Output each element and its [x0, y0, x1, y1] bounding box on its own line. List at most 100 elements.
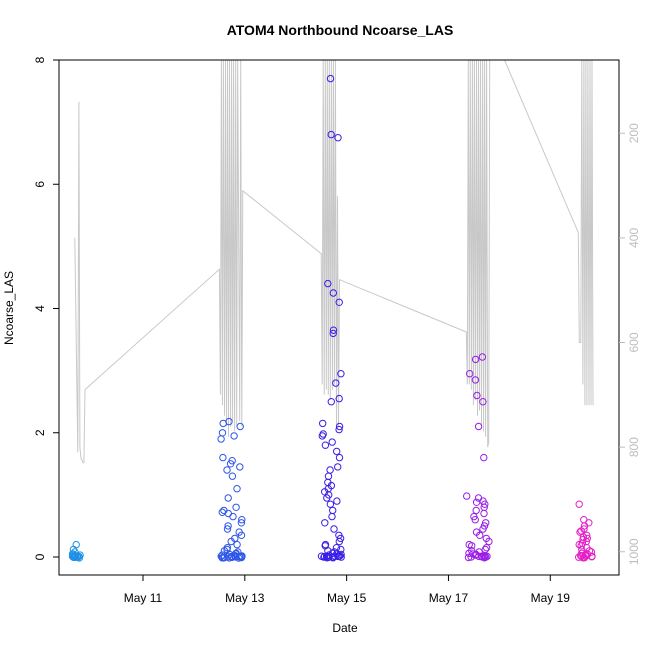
data-point	[227, 537, 235, 546]
data-point	[329, 289, 337, 297]
data-point	[588, 552, 596, 561]
secondary-series-line	[74, 59, 594, 464]
data-point	[464, 553, 473, 562]
data-point	[224, 522, 232, 530]
data-point	[324, 279, 332, 288]
data-point	[323, 554, 331, 562]
data-point	[468, 542, 476, 550]
data-point	[219, 419, 227, 428]
y-axis-label: Ncoarse_LAS	[2, 271, 16, 345]
secondary-y-axis: 200 400 600 800 1000	[619, 123, 641, 565]
data-point	[237, 519, 246, 527]
data-point	[481, 545, 489, 554]
x-tick-label: May 19	[531, 591, 571, 605]
data-point	[471, 355, 480, 364]
data-point	[235, 554, 243, 562]
y-tick-label: 0	[33, 553, 47, 560]
y2-tick-label: 1000	[627, 538, 641, 565]
data-point	[335, 422, 344, 431]
data-point	[329, 506, 337, 515]
data-point	[480, 453, 488, 462]
data-point	[337, 553, 345, 561]
data-point	[233, 485, 241, 493]
data-point	[217, 435, 225, 443]
data-point	[226, 460, 235, 468]
x-axis: May 11 May 13 May 15 May 17 May 19	[124, 575, 571, 605]
data-point	[580, 553, 588, 562]
data-point	[335, 453, 344, 462]
data-point	[332, 379, 340, 387]
data-point	[237, 553, 246, 562]
data-point	[230, 432, 238, 440]
data-point	[329, 326, 338, 334]
y-tick-label: 2	[33, 429, 47, 436]
data-point	[337, 370, 345, 378]
data-point	[319, 419, 327, 428]
data-point	[328, 438, 336, 446]
data-point	[576, 528, 584, 536]
data-point	[575, 553, 583, 561]
secondary-series-layer	[74, 59, 594, 464]
data-point	[333, 447, 341, 456]
data-point	[467, 553, 475, 561]
data-point	[229, 512, 237, 521]
data-point	[481, 500, 489, 508]
data-point	[73, 553, 82, 561]
y-axis: 0 2 4 6 8	[33, 56, 59, 560]
data-point	[326, 74, 335, 83]
data-point	[323, 494, 331, 502]
y2-tick-label: 800	[627, 437, 641, 457]
point-cluster-5	[575, 500, 596, 562]
data-point	[321, 441, 330, 449]
x-axis-label: Date	[332, 621, 358, 635]
data-point	[479, 398, 487, 406]
data-point	[335, 298, 343, 306]
data-point	[227, 553, 236, 561]
points-layer	[68, 74, 596, 562]
data-point	[236, 463, 244, 471]
data-point	[577, 552, 585, 560]
data-point	[318, 432, 326, 440]
x-tick-label: May 13	[225, 591, 265, 605]
data-point	[228, 472, 237, 480]
data-point	[471, 516, 479, 524]
data-point	[463, 492, 471, 500]
data-point	[223, 525, 232, 533]
data-point	[587, 548, 596, 556]
data-point	[577, 527, 585, 535]
data-point	[466, 370, 474, 378]
y-tick-label: 4	[33, 305, 47, 312]
data-point	[335, 394, 343, 403]
data-point	[474, 422, 483, 431]
data-point	[334, 552, 342, 561]
data-point	[585, 519, 593, 527]
data-point	[472, 498, 481, 506]
data-point	[219, 453, 227, 462]
data-point	[220, 506, 228, 515]
x-tick-label: May 11	[124, 591, 163, 605]
data-point	[75, 554, 84, 562]
data-point	[218, 429, 227, 437]
data-point	[324, 472, 333, 480]
data-point	[224, 509, 233, 518]
data-point	[326, 500, 335, 508]
point-cluster-4	[463, 353, 493, 562]
y2-tick-label: 200	[627, 123, 641, 143]
data-point	[237, 531, 246, 539]
data-point	[473, 391, 481, 400]
y-tick-label: 6	[33, 181, 47, 188]
data-point	[479, 525, 487, 533]
data-point	[321, 519, 329, 527]
data-point	[236, 422, 244, 431]
data-point	[326, 466, 334, 474]
data-point	[329, 329, 337, 338]
x-tick-label: May 17	[429, 591, 469, 605]
data-point	[476, 531, 484, 539]
x-tick-label: May 15	[327, 591, 367, 605]
data-point	[224, 553, 232, 561]
data-point	[218, 508, 227, 516]
data-point	[233, 540, 241, 549]
data-point	[478, 353, 487, 361]
data-point	[480, 552, 488, 560]
